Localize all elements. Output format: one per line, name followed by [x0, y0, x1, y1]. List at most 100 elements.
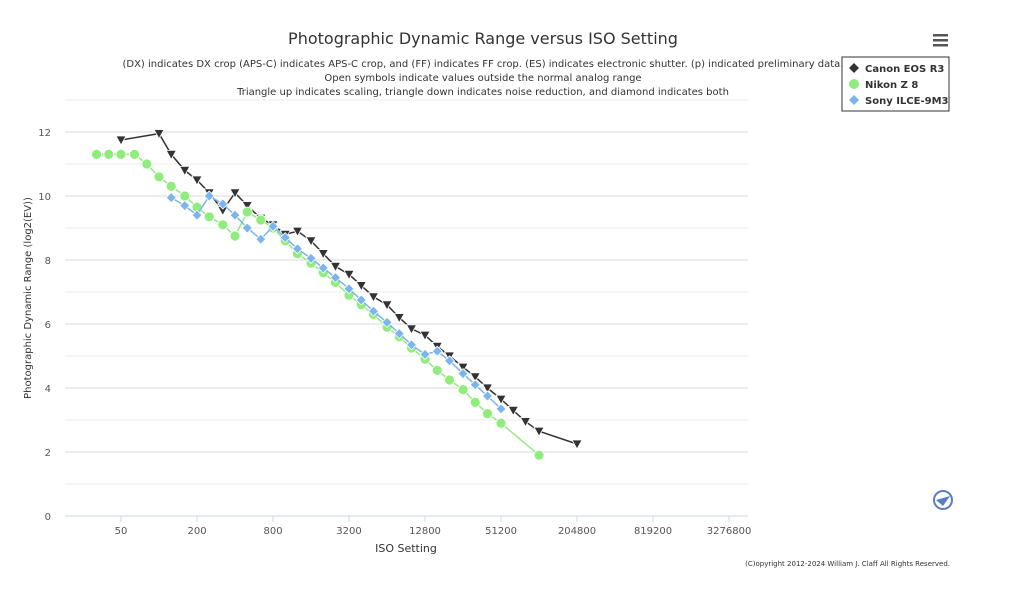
point — [431, 364, 443, 376]
menu-bar[interactable] — [933, 39, 948, 42]
point — [405, 339, 418, 351]
point — [305, 236, 317, 247]
point — [481, 390, 494, 402]
point — [165, 150, 177, 161]
subtitle-line: Triangle up indicates scaling, triangle … — [236, 87, 729, 98]
legend-box — [841, 56, 950, 112]
point — [393, 328, 405, 340]
legend-marker — [849, 63, 859, 73]
point — [381, 300, 393, 311]
point — [203, 190, 215, 202]
point — [444, 374, 455, 386]
point — [191, 209, 203, 221]
legend: Canon EOS R3 Nikon Z 8 Sony ILCE-9M3 — [841, 56, 950, 112]
legend-marker — [849, 95, 859, 105]
point — [355, 281, 367, 292]
y-tick-label: 6 — [45, 320, 51, 331]
point — [495, 394, 507, 406]
point — [91, 148, 102, 160]
legend-item: Nikon Z 8 — [849, 79, 918, 91]
point — [343, 270, 355, 281]
x-tick-label: 819200 — [634, 526, 672, 537]
menu-bar[interactable] — [933, 44, 948, 47]
point — [229, 209, 241, 221]
logo-mark — [936, 496, 950, 506]
x-tick-label: 51200 — [485, 526, 517, 537]
point — [443, 355, 456, 367]
point — [305, 252, 317, 264]
point — [103, 148, 115, 160]
legend-label: Canon EOS R3 — [865, 64, 944, 75]
point — [469, 372, 481, 383]
y-tick-label: 0 — [45, 512, 51, 523]
point — [533, 449, 545, 461]
legend-item: Sony ILCE-9M3 — [849, 95, 949, 107]
point — [343, 283, 355, 295]
point — [419, 330, 431, 342]
point — [317, 249, 329, 260]
point — [241, 206, 253, 218]
point — [179, 190, 191, 202]
legend-item: Canon EOS R3 — [849, 63, 944, 75]
point — [469, 396, 481, 408]
point — [431, 345, 443, 357]
point — [165, 192, 177, 204]
point — [367, 292, 380, 303]
y-tick-label: 10 — [38, 192, 51, 203]
point — [179, 166, 191, 177]
x-axis-label: ISO Setting — [375, 542, 437, 555]
point — [191, 175, 203, 186]
subtitle-line: Open symbols indicate values outside the… — [324, 73, 641, 84]
y-tick-label: 12 — [38, 128, 51, 139]
point — [495, 417, 507, 429]
x-tick-label: 3200 — [336, 526, 361, 537]
legend-marker — [849, 79, 859, 89]
menu-bar[interactable] — [933, 34, 948, 37]
point — [457, 362, 469, 374]
x-tick-label: 200 — [187, 526, 206, 537]
point — [291, 226, 304, 238]
series — [165, 190, 507, 415]
point — [241, 201, 253, 212]
x-tick-label: 12800 — [409, 526, 441, 537]
x-tick-label: 3276800 — [707, 526, 752, 537]
x-tick-label: 800 — [263, 526, 282, 537]
copyright: (C)opyright 2012-2024 William J. Claff A… — [745, 560, 950, 568]
series-line — [96, 153, 540, 456]
point — [482, 408, 493, 420]
point — [255, 233, 267, 245]
x-tick-label: 50 — [115, 526, 128, 537]
point — [241, 222, 253, 234]
point — [481, 383, 494, 394]
point — [217, 219, 229, 231]
point — [153, 171, 165, 183]
point — [217, 198, 229, 210]
logo-ring — [933, 490, 953, 510]
point — [179, 200, 191, 212]
point — [393, 313, 405, 324]
point — [519, 417, 532, 428]
point — [419, 348, 431, 360]
legend-label: Nikon Z 8 — [865, 80, 918, 91]
point — [129, 148, 140, 160]
point — [141, 158, 153, 170]
point — [381, 316, 393, 328]
menu-button[interactable] — [933, 34, 948, 47]
point — [115, 135, 127, 146]
point — [355, 294, 367, 306]
y-tick-label: 8 — [45, 256, 51, 267]
point — [229, 188, 241, 199]
point — [279, 232, 291, 244]
point — [367, 305, 380, 317]
point — [255, 214, 267, 226]
point — [457, 384, 469, 396]
point — [495, 403, 507, 415]
point — [165, 180, 177, 192]
y-tick-label: 4 — [45, 384, 51, 395]
legend-label: Sony ILCE-9M3 — [865, 96, 949, 107]
point — [153, 129, 165, 140]
point — [229, 230, 241, 242]
subtitle-line: (DX) indicates DX crop (APS-C) indicates… — [122, 59, 843, 70]
